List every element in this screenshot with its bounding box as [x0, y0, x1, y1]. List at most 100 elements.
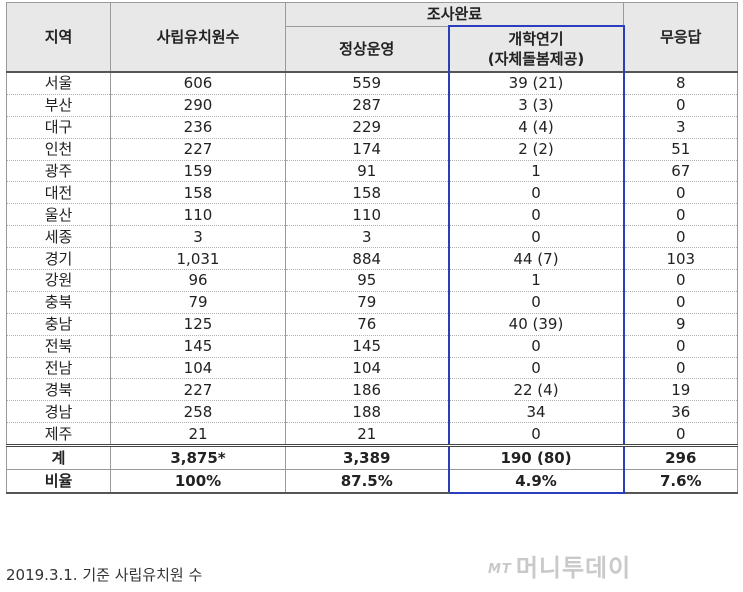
cell-no-response: 0 — [623, 93, 739, 117]
cell-no-response: 103 — [623, 247, 739, 271]
header-private-count: 사립유치원수 — [110, 2, 286, 73]
cell-normal-operation: 110 — [285, 203, 449, 227]
cell-normal-operation: 174 — [285, 137, 449, 161]
cell-normal-operation: 884 — [285, 247, 449, 271]
cell-no-response: 0 — [623, 269, 739, 292]
table-row: 경남 258 188 34 36 — [6, 400, 739, 424]
cell-postponed: 0 — [447, 203, 625, 227]
cell-region: 경기 — [6, 247, 111, 271]
total-row: 계 3,875* 3,389 190 (80) 296 — [6, 444, 739, 471]
cell-no-response: 0 — [623, 181, 739, 205]
cell-private-count: 145 — [110, 334, 286, 358]
cell-no-response: 0 — [623, 422, 739, 447]
watermark-mark: MT — [488, 561, 512, 577]
cell-postponed: 2 (2) — [447, 137, 625, 161]
cell-private-count: 21 — [110, 422, 286, 447]
cell-region: 인천 — [6, 137, 111, 161]
header-postponed: 개학연기 (자체돌봄제공) — [447, 25, 625, 73]
cell-no-response: 0 — [623, 290, 739, 314]
cell-private-count: 227 — [110, 378, 286, 402]
header-no-response: 무응답 — [623, 2, 739, 73]
header-postponed-line1: 개학연기 — [508, 30, 564, 48]
cell-region: 전북 — [6, 334, 111, 358]
cell-region: 전남 — [6, 356, 111, 380]
table-row: 대구 236 229 4 (4) 3 — [6, 115, 739, 139]
cell-normal-operation: 186 — [285, 378, 449, 402]
kindergarten-status-table-container: 지역 사립유치원수 조사완료 무응답 정상운영 개학연기 (자체돌봄제공) 서울… — [6, 2, 739, 495]
total-no-response: 296 — [623, 444, 739, 471]
cell-region: 부산 — [6, 93, 111, 117]
header-postponed-line2: (자체돌봄제공) — [487, 50, 585, 68]
cell-private-count: 290 — [110, 93, 286, 117]
cell-postponed: 0 — [447, 356, 625, 380]
table-row: 전남 104 104 0 0 — [6, 356, 739, 380]
cell-private-count: 158 — [110, 181, 286, 205]
cell-region: 충북 — [6, 290, 111, 314]
total-count: 3,875* — [110, 444, 286, 471]
table-row: 서울 606 559 39 (21) 8 — [6, 70, 739, 95]
cell-normal-operation: 559 — [285, 70, 449, 95]
total-label: 계 — [6, 444, 111, 471]
cell-normal-operation: 229 — [285, 115, 449, 139]
cell-private-count: 1,031 — [110, 247, 286, 271]
cell-private-count: 159 — [110, 159, 286, 183]
cell-postponed: 0 — [447, 181, 625, 205]
cell-postponed: 40 (39) — [447, 312, 625, 336]
header-normal-operation: 정상운영 — [285, 25, 449, 73]
cell-no-response: 0 — [623, 225, 739, 249]
cell-private-count: 236 — [110, 115, 286, 139]
table-row: 충남 125 76 40 (39) 9 — [6, 312, 739, 336]
cell-normal-operation: 158 — [285, 181, 449, 205]
ratio-postponed: 4.9% — [447, 469, 625, 495]
kindergarten-status-table: 지역 사립유치원수 조사완료 무응답 정상운영 개학연기 (자체돌봄제공) 서울… — [6, 2, 739, 495]
cell-region: 경남 — [6, 400, 111, 424]
cell-private-count: 227 — [110, 137, 286, 161]
cell-normal-operation: 104 — [285, 356, 449, 380]
cell-normal-operation: 145 — [285, 334, 449, 358]
table-row: 제주 21 21 0 0 — [6, 422, 739, 447]
cell-no-response: 9 — [623, 312, 739, 336]
table-row: 전북 145 145 0 0 — [6, 334, 739, 358]
ratio-no-response: 7.6% — [623, 469, 739, 495]
cell-region: 충남 — [6, 312, 111, 336]
cell-no-response: 8 — [623, 70, 739, 95]
cell-private-count: 606 — [110, 70, 286, 95]
header-survey-done: 조사완료 — [284, 2, 625, 27]
cell-region: 서울 — [6, 70, 111, 95]
cell-no-response: 3 — [623, 115, 739, 139]
table-header: 지역 사립유치원수 조사완료 무응답 정상운영 개학연기 (자체돌봄제공) — [6, 2, 739, 73]
cell-no-response: 67 — [623, 159, 739, 183]
table-row: 충북 79 79 0 0 — [6, 290, 739, 314]
cell-region: 광주 — [6, 159, 111, 183]
cell-no-response: 0 — [623, 203, 739, 227]
cell-region: 대구 — [6, 115, 111, 139]
ratio-count: 100% — [110, 469, 286, 495]
cell-postponed: 0 — [447, 422, 625, 447]
footnote: 2019.3.1. 기준 사립유치원 수 — [6, 566, 203, 584]
cell-normal-operation: 21 — [285, 422, 449, 447]
table-row: 인천 227 174 2 (2) 51 — [6, 137, 739, 161]
table-row: 대전 158 158 0 0 — [6, 181, 739, 205]
cell-postponed: 1 — [447, 159, 625, 183]
cell-no-response: 0 — [623, 356, 739, 380]
cell-postponed: 0 — [447, 334, 625, 358]
cell-private-count: 79 — [110, 290, 286, 314]
table-row: 광주 159 91 1 67 — [6, 159, 739, 183]
cell-normal-operation: 95 — [285, 269, 449, 292]
cell-private-count: 104 — [110, 356, 286, 380]
ratio-normal: 87.5% — [285, 469, 449, 495]
cell-postponed: 3 (3) — [447, 93, 625, 117]
cell-postponed: 1 — [447, 269, 625, 292]
cell-private-count: 3 — [110, 225, 286, 249]
cell-private-count: 110 — [110, 203, 286, 227]
cell-normal-operation: 79 — [285, 290, 449, 314]
cell-postponed: 0 — [447, 290, 625, 314]
cell-no-response: 0 — [623, 334, 739, 358]
table-body: 서울 606 559 39 (21) 8 부산 290 287 3 (3) 0 대구 236 229 4 … — [6, 70, 739, 447]
cell-normal-operation: 76 — [285, 312, 449, 336]
cell-postponed: 0 — [447, 225, 625, 249]
cell-no-response: 19 — [623, 378, 739, 402]
cell-normal-operation: 3 — [285, 225, 449, 249]
table-footer: 계 3,875* 3,389 190 (80) 296 비율 100% 87.5… — [6, 444, 739, 495]
